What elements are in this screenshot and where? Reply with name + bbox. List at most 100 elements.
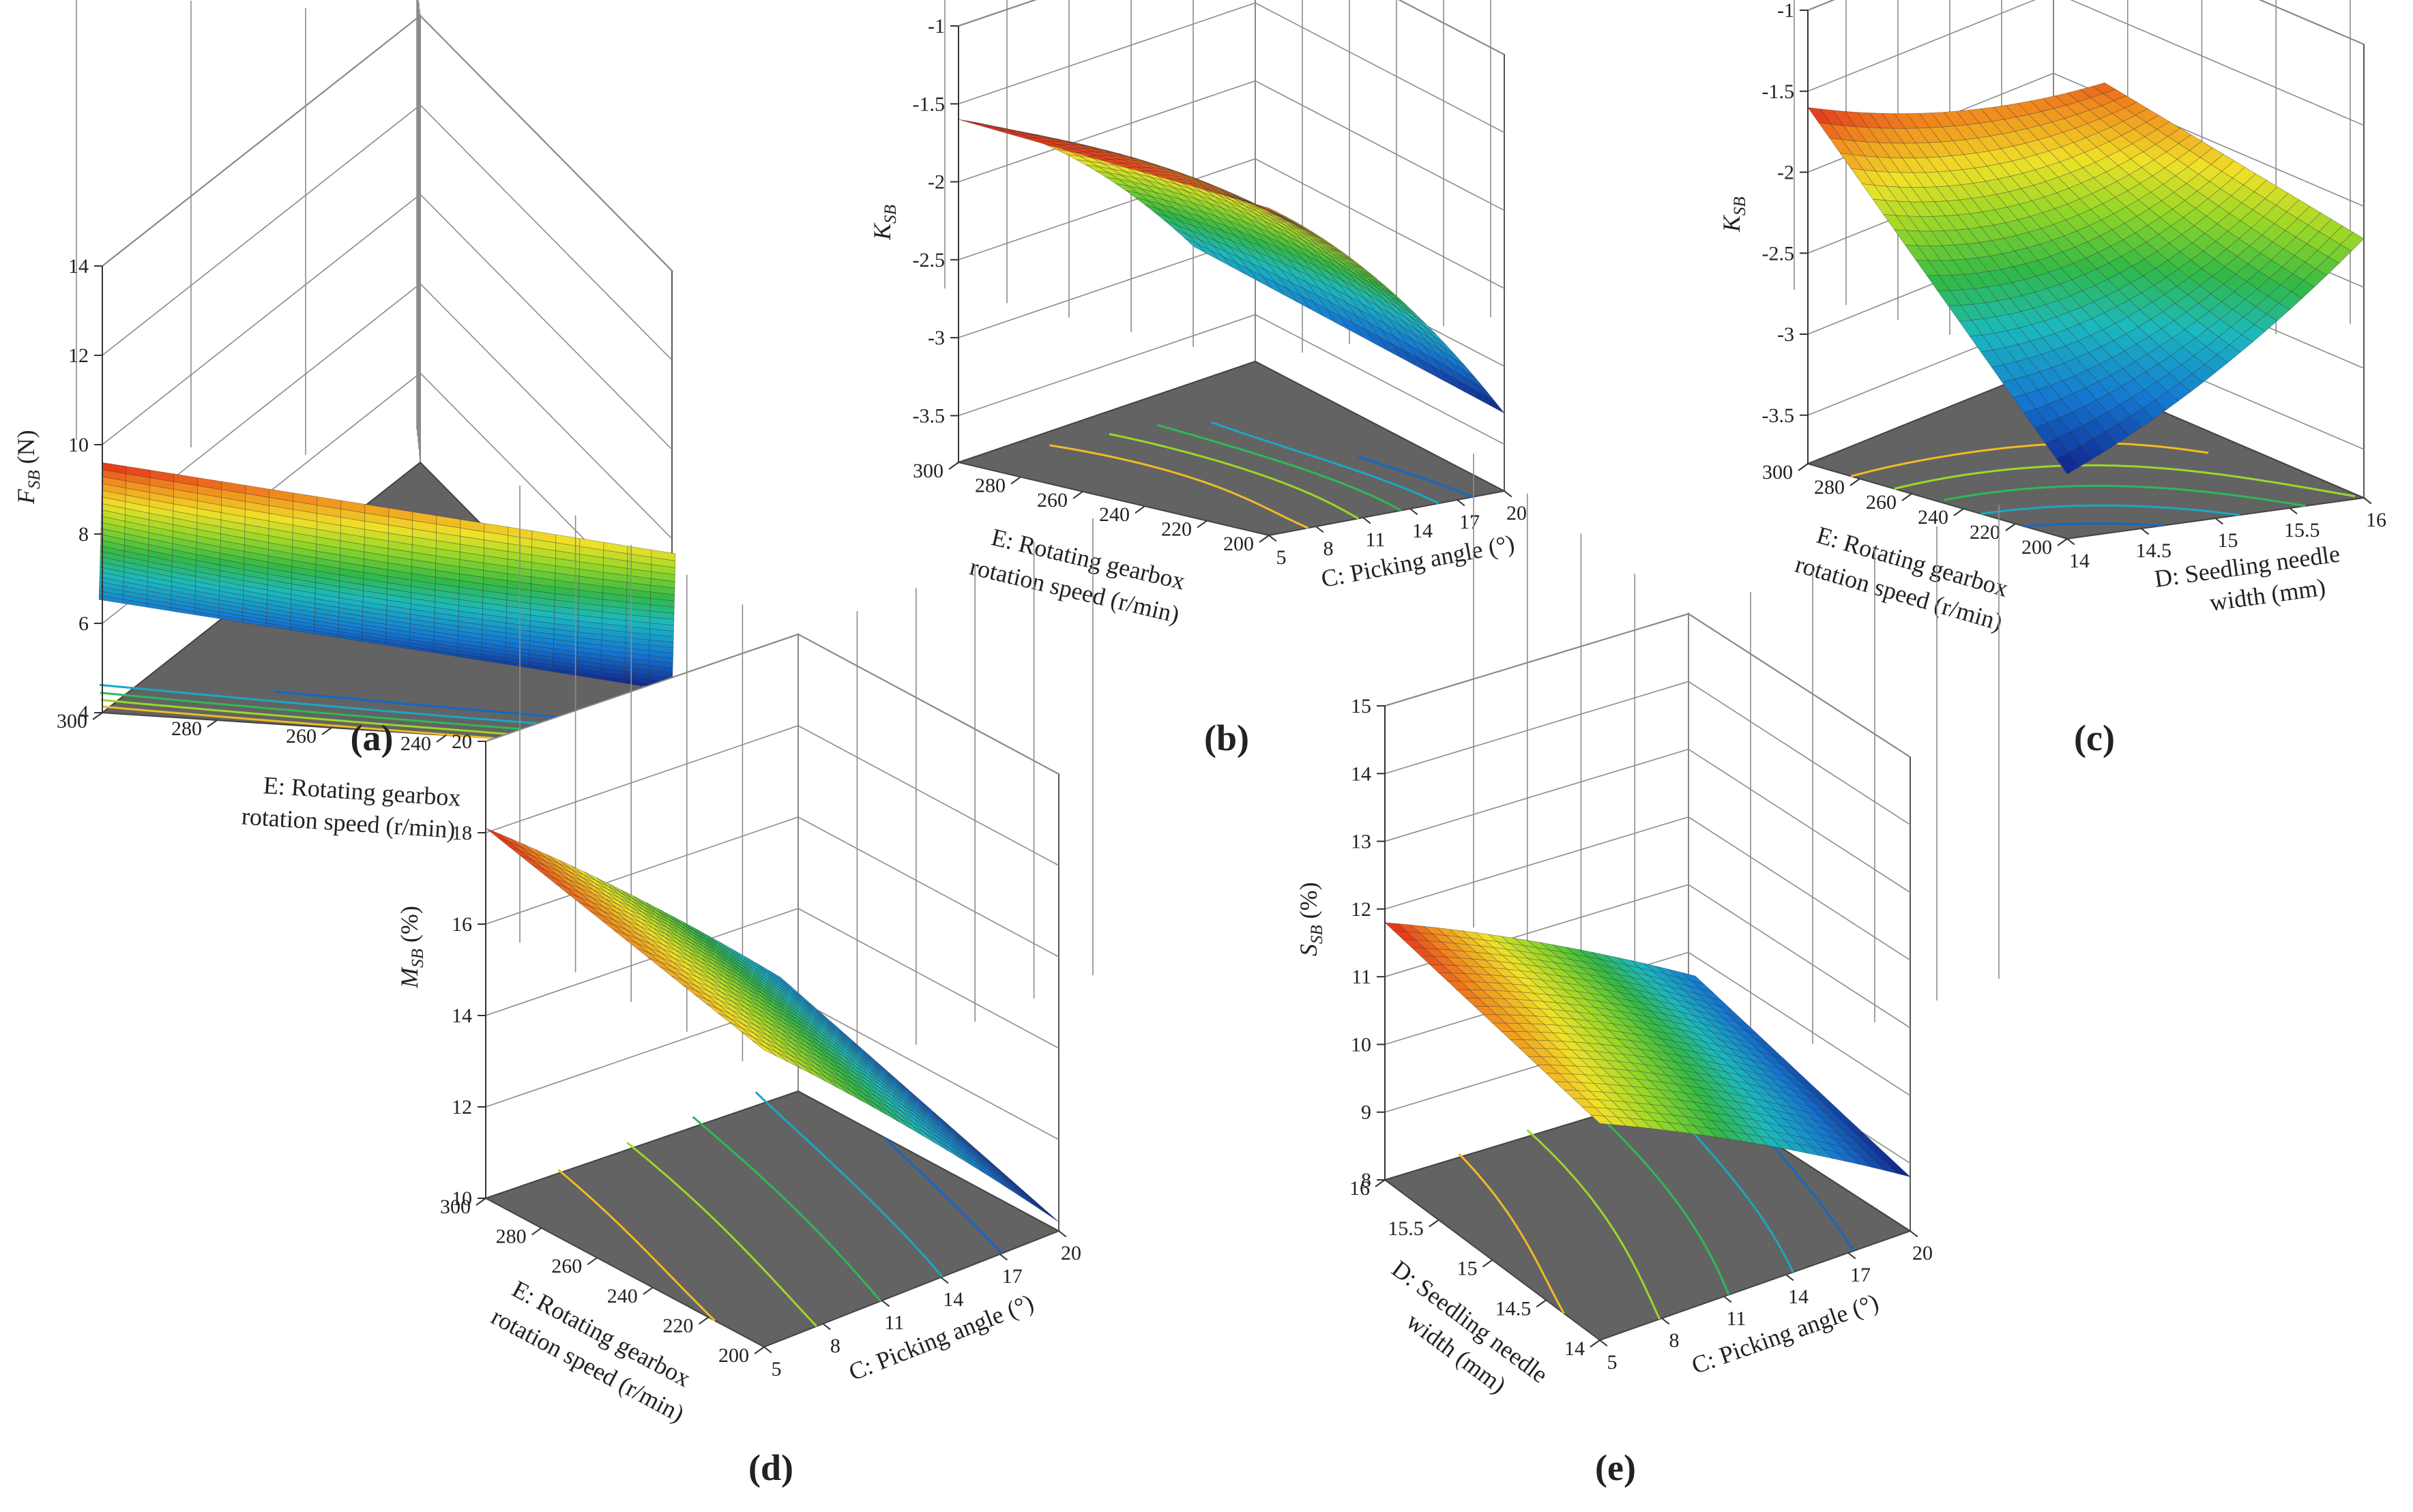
y-tick-label: 15 <box>1457 1258 1478 1280</box>
x-tick <box>763 1346 772 1354</box>
z-axis-unit: (N) <box>12 430 40 470</box>
y-tick-label: 300 <box>913 460 944 482</box>
z-axis-unit: (%) <box>1295 882 1322 925</box>
x-tick-label: 14 <box>1412 520 1433 542</box>
z-tick-label: 20 <box>452 730 472 753</box>
y-tick-label: 260 <box>551 1255 582 1277</box>
y-tick <box>1798 463 1809 471</box>
y-tick <box>436 735 447 743</box>
z-tick-label: -1.5 <box>913 93 946 115</box>
x-tick <box>1362 517 1371 524</box>
floor-contour-line <box>557 1168 716 1322</box>
panel-label-e: (e) <box>1595 1447 1636 1488</box>
y-tick <box>1429 1219 1439 1228</box>
z-tick-label: -3 <box>928 327 945 349</box>
z-axis-symbol: K <box>868 222 896 241</box>
y-tick-label: 280 <box>975 474 1006 496</box>
y-tick <box>1482 1259 1493 1268</box>
y-tick <box>207 720 218 728</box>
x-tick-label: 5 <box>772 1358 782 1380</box>
y-tick-label: 300 <box>440 1196 471 1218</box>
y-tick <box>1197 520 1208 529</box>
y-tick-label: 240 <box>1099 503 1130 526</box>
y-tick <box>1259 535 1270 543</box>
x-tick <box>940 1277 949 1284</box>
floor-contour-line <box>2023 522 2163 528</box>
x-tick-label: 11 <box>1727 1307 1746 1330</box>
x-tick <box>1504 490 1512 498</box>
z-tick-label: -2.5 <box>913 249 946 271</box>
floor-contour-line <box>1894 464 2356 498</box>
x-tick <box>1723 1296 1732 1303</box>
x-tick-label: 14 <box>2069 550 2090 572</box>
y-tick <box>476 1198 486 1206</box>
y-tick-label: 260 <box>286 725 317 747</box>
z-tick-label: 14 <box>1351 762 1371 785</box>
y-tick-label: 240 <box>400 732 431 755</box>
z-tick-label: 13 <box>1351 831 1371 853</box>
z-tick-label: 10 <box>452 1187 472 1210</box>
surface-patch <box>1255 204 1279 213</box>
x-tick-label: 11 <box>1366 529 1386 551</box>
x-tick <box>1785 1274 1794 1281</box>
y-tick-label: 300 <box>1762 461 1793 484</box>
y-tick <box>1135 505 1145 514</box>
floor-plane <box>956 360 1507 537</box>
z-axis-subscript: SB <box>1308 925 1326 944</box>
y-tick-label: 14.5 <box>1495 1297 1532 1320</box>
y-tick <box>754 1346 765 1354</box>
z-axis-subscript: SB <box>881 205 900 224</box>
y-tick-label: 240 <box>1918 506 1948 529</box>
y-tick-label: 220 <box>662 1314 693 1337</box>
x-tick-label: 20 <box>1912 1242 1933 1264</box>
y-tick-label: 300 <box>57 710 87 732</box>
z-tick-label: -3 <box>1777 323 1794 346</box>
z-tick-label: 12 <box>68 344 89 367</box>
x-tick-label: 20 <box>1506 502 1527 524</box>
floor-contour-line <box>1526 1129 1661 1320</box>
panel-label-a: (a) <box>351 717 394 758</box>
x-tick-label: 17 <box>1002 1265 1023 1288</box>
floor-contour-line <box>1980 504 2240 516</box>
z-tick-label: 18 <box>452 822 472 844</box>
panel-label-c: (c) <box>2074 717 2115 758</box>
z-tick-label: 9 <box>1361 1101 1371 1124</box>
z-tick-label: 16 <box>452 913 472 936</box>
y-tick <box>643 1286 654 1295</box>
z-tick-label: -2.5 <box>1762 242 1795 265</box>
x-tick <box>2214 518 2223 525</box>
y-tick-label: 280 <box>1814 476 1845 499</box>
response-surface <box>485 828 1059 1222</box>
z-tick-label: 12 <box>1351 898 1371 921</box>
x-tick <box>822 1323 831 1331</box>
x-tick <box>1457 499 1465 507</box>
x-tick <box>881 1300 890 1307</box>
y-tick-label: 220 <box>1970 521 2000 544</box>
wall-gridline-z <box>1807 0 2365 126</box>
z-tick-label: -3.5 <box>913 404 946 427</box>
y-tick-label: 260 <box>1037 489 1068 512</box>
x-tick <box>1599 1339 1608 1347</box>
panel-c-surface-plot: -3.5 -3 -2.5 -2 -1.5 -1 KSB 14 14.5 15 15.5 16 200 22… <box>1718 0 2386 636</box>
x-tick <box>1058 1230 1067 1238</box>
z-tick-label: 4 <box>78 702 89 724</box>
z-axis-subscript: SB <box>409 949 427 968</box>
z-tick-label: 14 <box>68 255 89 278</box>
y-tick <box>1901 493 1912 501</box>
z-tick-label: 8 <box>1361 1169 1371 1191</box>
z-axis-title: SSB (%) <box>1295 882 1326 956</box>
y-tick-label: 240 <box>607 1285 638 1307</box>
floor-contour-line <box>692 1116 882 1302</box>
y-tick <box>698 1316 709 1325</box>
response-surface <box>98 462 676 692</box>
x-tick-label: 8 <box>1669 1329 1680 1352</box>
z-axis-subscript: SB <box>25 470 44 489</box>
y-tick-label: 220 <box>1161 518 1192 541</box>
x-tick-label: 17 <box>1850 1264 1871 1286</box>
x-tick-label: 17 <box>1459 511 1480 533</box>
z-tick-label: 12 <box>452 1096 472 1118</box>
panel-label-d: (d) <box>748 1447 793 1488</box>
x-tick-label: 15 <box>2218 529 2238 552</box>
surface-patch <box>1590 1114 1613 1125</box>
z-tick-label: -3.5 <box>1762 404 1795 427</box>
